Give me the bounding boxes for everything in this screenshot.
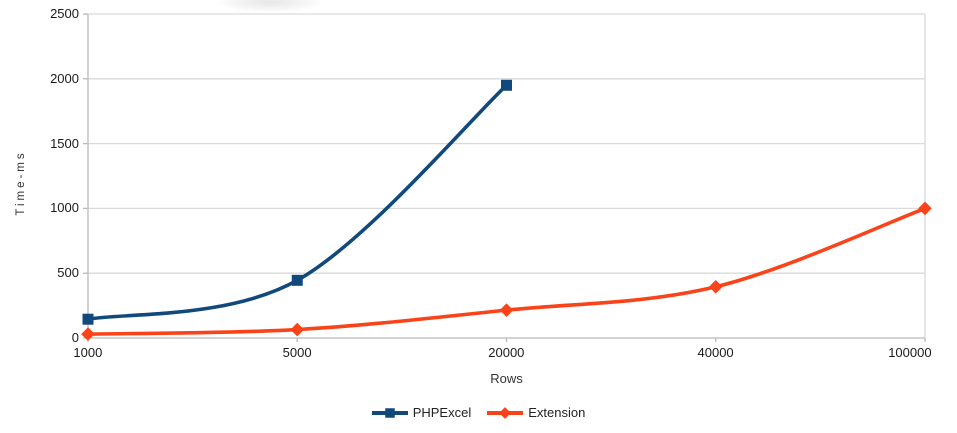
- data-point-marker: [291, 274, 303, 286]
- x-tick-label: 100000: [888, 345, 932, 360]
- y-axis-title: Time-ms: [15, 150, 27, 216]
- legend-marker: [499, 406, 512, 419]
- x-tick-label: 40000: [697, 345, 734, 360]
- x-tick-label: 20000: [488, 345, 525, 360]
- legend: PHPExcel Extension: [0, 405, 957, 420]
- series-line: [86, 83, 509, 322]
- series-extension: [81, 201, 932, 341]
- x-axis-title: Rows: [490, 371, 523, 386]
- data-point-marker: [81, 327, 95, 341]
- legend-item-extension: Extension: [487, 405, 585, 420]
- legend-label: PHPExcel: [412, 405, 472, 420]
- phpexcel-line-marker-icon: [371, 407, 408, 418]
- series-phpexcel: [82, 79, 512, 325]
- extension-line-marker-icon: [487, 406, 524, 419]
- data-point-marker: [708, 279, 723, 294]
- legend-label: Extension: [528, 405, 586, 420]
- x-tick-label: 5000: [282, 345, 312, 360]
- data-point-marker: [290, 322, 305, 337]
- data-point-marker: [501, 79, 512, 91]
- y-tick-label: 2000: [50, 70, 79, 86]
- y-tick-label: 500: [57, 265, 79, 281]
- data-point-marker: [499, 303, 514, 317]
- y-tick-label: 1000: [50, 200, 79, 216]
- x-tick-label: 1000: [73, 345, 103, 360]
- legend-marker: [384, 407, 395, 418]
- y-tick-label: 0: [71, 330, 79, 345]
- legend-item-phpexcel: PHPExcel: [371, 405, 472, 420]
- y-tick-label: 1500: [50, 135, 79, 151]
- data-point-marker: [82, 313, 94, 325]
- y-tick-label: 2500: [50, 6, 79, 21]
- data-point-marker: [918, 201, 932, 216]
